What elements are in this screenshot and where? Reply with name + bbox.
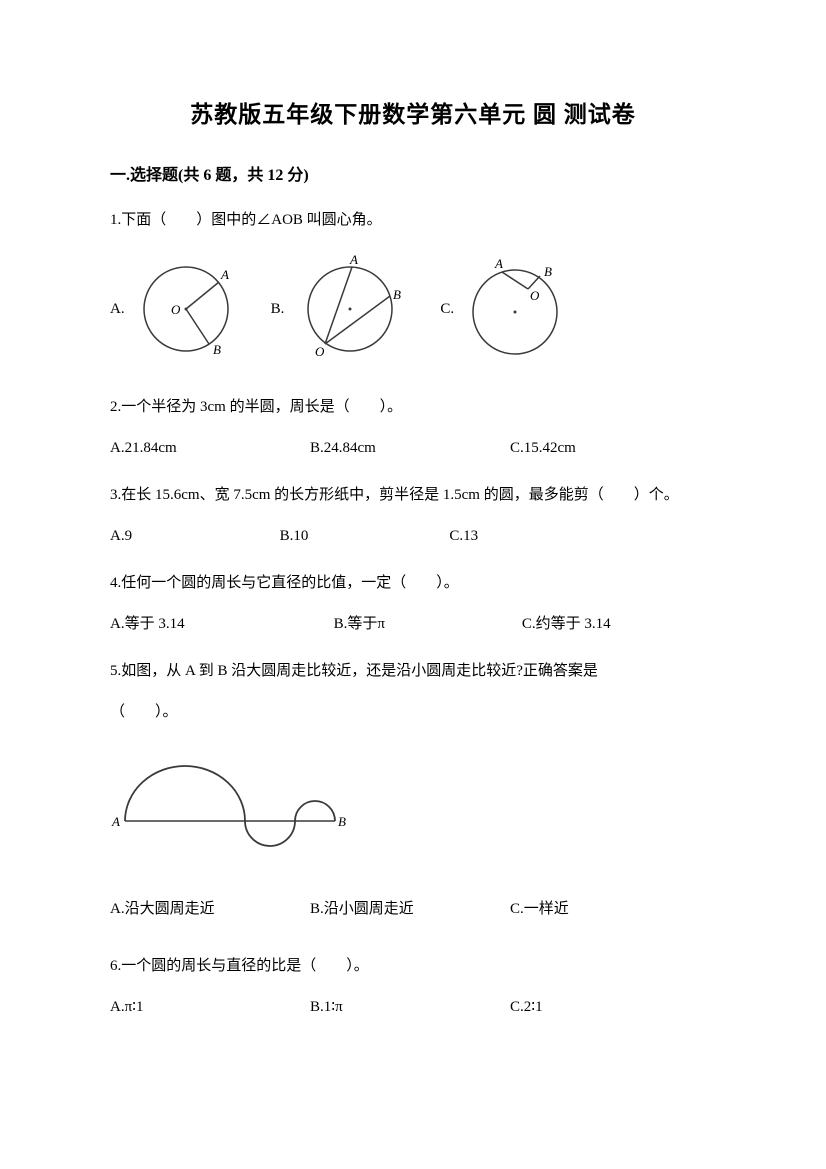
page-title: 苏教版五年级下册数学第六单元 圆 测试卷 (110, 95, 716, 129)
svg-text:A: A (349, 254, 358, 267)
svg-text:B: B (544, 264, 552, 279)
q4-optB: B.等于π (334, 611, 522, 638)
q6-options: A.π∶1 B.1∶π C.2∶1 (110, 994, 716, 1021)
q6-optA: A.π∶1 (110, 994, 310, 1021)
question-1: 1.下面（ ）图中的∠AOB 叫圆心角。 A. O A B B. A B (110, 207, 716, 364)
q4-options: A.等于 3.14 B.等于π C.约等于 3.14 (110, 611, 716, 638)
svg-text:O: O (315, 344, 325, 359)
q5-text: 5.如图，从 A 到 B 沿大圆周走比较近，还是沿小圆周走比较近?正确答案是 (110, 658, 716, 685)
circle-diagram-B: A B O (290, 254, 410, 364)
svg-text:B: B (338, 814, 346, 829)
question-2: 2.一个半径为 3cm 的半圆，周长是（ ）。 A.21.84cm B.24.8… (110, 394, 716, 462)
question-3: 3.在长 15.6cm、宽 7.5cm 的长方形纸中，剪半径是 1.5cm 的圆… (110, 482, 716, 550)
q2-optA: A.21.84cm (110, 435, 310, 462)
q1-labelC: C. (440, 296, 454, 323)
q1-figA: A. O A B (110, 254, 241, 364)
q5-optB: B.沿小圆周走近 (310, 896, 510, 923)
svg-text:A: A (111, 814, 120, 829)
q1-labelB: B. (271, 296, 285, 323)
q3-optC: C.13 (449, 523, 649, 550)
q5-options: A.沿大圆周走近 B.沿小圆周走近 C.一样近 (110, 896, 716, 923)
q3-text: 3.在长 15.6cm、宽 7.5cm 的长方形纸中，剪半径是 1.5cm 的圆… (110, 482, 716, 509)
q3-options: A.9 B.10 C.13 (110, 523, 716, 550)
q5-figure: A B (110, 756, 716, 856)
q6-text: 6.一个圆的周长与直径的比是（ ）。 (110, 953, 716, 980)
section-header: 一.选择题(共 6 题，共 12 分) (110, 161, 716, 185)
q1-figures: A. O A B B. A B O C. (110, 254, 716, 364)
circle-diagram-A: O A B (131, 254, 241, 364)
question-5: 5.如图，从 A 到 B 沿大圆周走比较近，还是沿小圆周走比较近?正确答案是 （… (110, 658, 716, 923)
svg-text:B: B (213, 342, 221, 357)
svg-text:A: A (494, 256, 503, 271)
question-6: 6.一个圆的周长与直径的比是（ ）。 A.π∶1 B.1∶π C.2∶1 (110, 953, 716, 1021)
q1-labelA: A. (110, 296, 125, 323)
q4-optC: C.约等于 3.14 (522, 611, 716, 638)
q2-optB: B.24.84cm (310, 435, 510, 462)
q5-optC: C.一样近 (510, 896, 710, 923)
curve-diagram: A B (110, 756, 350, 856)
q3-optB: B.10 (280, 523, 450, 550)
q2-optC: C.15.42cm (510, 435, 710, 462)
q4-optA: A.等于 3.14 (110, 611, 334, 638)
q2-text: 2.一个半径为 3cm 的半圆，周长是（ ）。 (110, 394, 716, 421)
question-4: 4.任何一个圆的周长与它直径的比值，一定（ ）。 A.等于 3.14 B.等于π… (110, 570, 716, 638)
q5-text2: （ ）。 (110, 699, 716, 726)
svg-text:A: A (220, 267, 229, 282)
q6-optB: B.1∶π (310, 994, 510, 1021)
q1-text: 1.下面（ ）图中的∠AOB 叫圆心角。 (110, 207, 716, 234)
circle-diagram-C: A B O (460, 254, 570, 364)
q5-optA: A.沿大圆周走近 (110, 896, 310, 923)
svg-text:B: B (393, 287, 401, 302)
svg-text:O: O (530, 288, 540, 303)
q6-optC: C.2∶1 (510, 994, 710, 1021)
svg-text:O: O (171, 302, 181, 317)
q1-figC: C. A B O (440, 254, 570, 364)
q3-optA: A.9 (110, 523, 280, 550)
q2-options: A.21.84cm B.24.84cm C.15.42cm (110, 435, 716, 462)
q1-figB: B. A B O (271, 254, 411, 364)
q4-text: 4.任何一个圆的周长与它直径的比值，一定（ ）。 (110, 570, 716, 597)
